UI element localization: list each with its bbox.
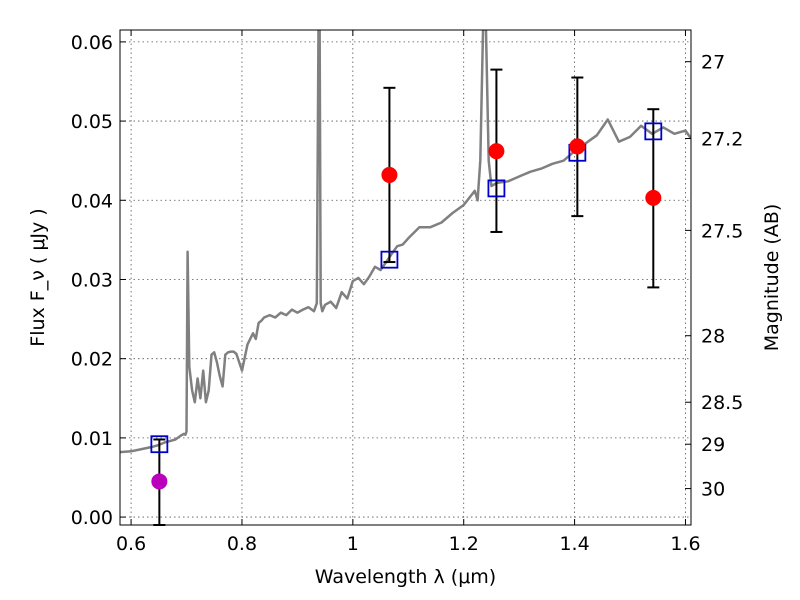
y-tick-label: 0.03 bbox=[71, 269, 113, 291]
y-tick-label: 0.06 bbox=[71, 32, 113, 54]
y-tick-label: 0.02 bbox=[71, 349, 113, 371]
plot-frame bbox=[119, 29, 692, 526]
upper-limit-point bbox=[151, 473, 168, 490]
x-tick-label: 0.8 bbox=[227, 533, 257, 555]
photometry-point bbox=[381, 166, 398, 183]
model-point bbox=[150, 435, 169, 454]
magnitude-tick-label: 28 bbox=[701, 326, 725, 348]
magnitude-tick-label: 27.5 bbox=[701, 220, 743, 242]
x-tick-label: 1 bbox=[347, 533, 359, 555]
y-tick-label: 0.00 bbox=[71, 507, 113, 529]
magnitude-tick-label: 27 bbox=[701, 52, 725, 74]
plot-layer bbox=[120, 30, 691, 526]
model-point bbox=[644, 122, 663, 141]
magnitude-tick-label: 27.2 bbox=[701, 129, 743, 151]
y-axis-label: Flux F_ν ( μJy ) bbox=[27, 208, 49, 346]
photometry-point bbox=[569, 138, 586, 155]
grid-layer bbox=[120, 30, 691, 525]
y-tick-label: 0.05 bbox=[71, 111, 113, 133]
x-tick-label: 0.6 bbox=[116, 533, 146, 555]
y-axis-right-label: Magnitude (AB) bbox=[761, 204, 783, 352]
magnitude-tick-label: 29 bbox=[701, 434, 725, 456]
model-point bbox=[487, 179, 506, 198]
magnitude-tick-label: 30 bbox=[701, 479, 725, 501]
x-tick-label: 1.6 bbox=[670, 533, 700, 555]
x-tick-label: 1.2 bbox=[449, 533, 479, 555]
model-point bbox=[380, 250, 399, 269]
photometry-point bbox=[645, 189, 662, 206]
x-axis-label: Wavelength λ (μm) bbox=[315, 566, 496, 588]
x-tick-label: 1.4 bbox=[559, 533, 589, 555]
y-tick-label: 0.01 bbox=[71, 428, 113, 450]
photometry-point bbox=[488, 143, 505, 160]
y-tick-label: 0.04 bbox=[71, 190, 113, 212]
spectrum-line bbox=[120, 30, 691, 454]
magnitude-tick-label: 28.5 bbox=[701, 392, 743, 414]
axis-layer: 0.6 0.8 1 1.2 1.4 1.6 0.00 0.01 0.02 0.03 0.04 0.05… bbox=[71, 30, 743, 555]
